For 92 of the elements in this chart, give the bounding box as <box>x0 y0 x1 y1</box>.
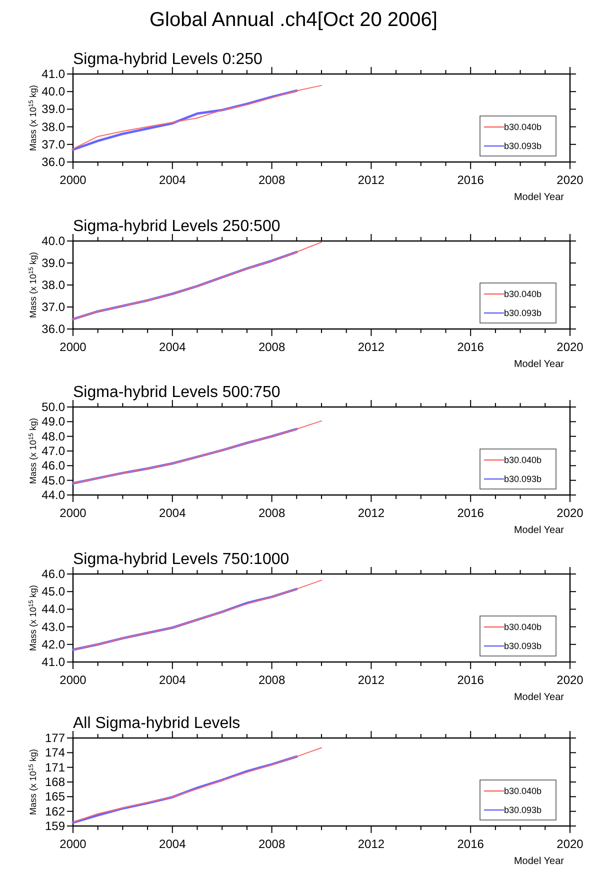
chart-subtitle: Sigma-hybrid Levels 0:250 <box>73 51 263 68</box>
y-tick-label: 45.0 <box>42 473 66 488</box>
legend-label: b30.093b <box>504 805 542 815</box>
x-tick-label: 2016 <box>457 506 484 520</box>
x-tick-label: 2012 <box>358 506 385 520</box>
y-tick-label: 44.0 <box>42 488 66 502</box>
legend-label: b30.040b <box>504 289 542 299</box>
y-tick-label: 168 <box>44 775 66 789</box>
legend-label: b30.040b <box>504 622 542 632</box>
line-series <box>72 580 322 650</box>
x-tick-label: 2004 <box>159 506 186 520</box>
x-tick-label: 2020 <box>556 837 584 851</box>
x-tick-label: 2012 <box>358 340 385 354</box>
x-tick-label: 2000 <box>60 506 87 520</box>
x-tick-label: 2000 <box>60 340 87 354</box>
y-tick-label: 36.0 <box>42 322 66 336</box>
y-tick-label: 40.0 <box>42 84 66 99</box>
legend-label: b30.093b <box>504 474 542 484</box>
x-axis-title: Model Year <box>514 856 565 867</box>
y-tick-label: 39.0 <box>42 256 66 270</box>
x-axis-title: Model Year <box>514 692 565 703</box>
y-tick-label: 45.0 <box>42 584 66 599</box>
line-series <box>72 90 298 151</box>
line-series <box>72 747 322 823</box>
y-tick-label: 47.0 <box>42 444 66 458</box>
y-tick-label: 165 <box>44 790 66 804</box>
y-tick-label: 40.0 <box>42 234 66 248</box>
legend-label: b30.093b <box>504 641 542 651</box>
x-tick-label: 2008 <box>258 837 286 851</box>
y-tick-label: 50.0 <box>42 400 66 414</box>
y-tick-label: 49.0 <box>42 414 66 429</box>
legend-label: b30.093b <box>504 308 542 318</box>
x-axis-title: Model Year <box>514 359 565 370</box>
x-tick-label: 2008 <box>258 173 286 187</box>
line-series <box>72 588 298 651</box>
x-tick-label: 2020 <box>556 340 584 354</box>
y-tick-label: 37.0 <box>42 137 66 152</box>
legend-label: b30.040b <box>504 786 542 796</box>
legend-label: b30.040b <box>504 455 542 465</box>
x-tick-label: 2000 <box>60 173 87 187</box>
line-series <box>72 428 298 484</box>
y-tick-label: 41.0 <box>42 67 66 81</box>
y-tick-label: 171 <box>44 760 66 774</box>
y-tick-label: 38.0 <box>42 120 66 134</box>
x-tick-label: 2000 <box>60 673 87 687</box>
y-tick-label: 38.0 <box>42 278 66 292</box>
line-series <box>72 84 322 150</box>
legend-label: b30.040b <box>504 122 542 132</box>
y-tick-label: 44.0 <box>42 602 66 616</box>
chart-subtitle: Sigma-hybrid Levels 750:1000 <box>73 551 290 568</box>
x-tick-label: 2004 <box>159 673 186 687</box>
x-tick-label: 2016 <box>457 837 484 851</box>
y-tick-label: 46.0 <box>42 458 66 473</box>
y-tick-label: 42.0 <box>42 637 66 652</box>
y-tick-label: 159 <box>44 819 66 833</box>
chart-subtitle: Sigma-hybrid Levels 500:750 <box>73 384 280 401</box>
x-axis-title: Model Year <box>514 192 565 203</box>
chart-title: Global Annual .ch4[Oct 20 2006] <box>150 9 438 31</box>
line-series <box>72 250 298 320</box>
x-tick-label: 2016 <box>457 173 484 187</box>
y-tick-label: 41.0 <box>42 655 66 669</box>
x-tick-label: 2020 <box>556 506 584 520</box>
x-tick-label: 2012 <box>358 673 385 687</box>
x-tick-label: 2008 <box>258 340 286 354</box>
y-tick-label: 43.0 <box>42 620 66 634</box>
y-tick-label: 36.0 <box>42 155 66 169</box>
x-tick-label: 2012 <box>358 837 385 851</box>
y-tick-label: 174 <box>44 746 66 760</box>
x-tick-label: 2016 <box>457 340 484 354</box>
y-tick-label: 39.0 <box>42 102 66 116</box>
y-tick-label: 37.0 <box>42 300 66 314</box>
x-tick-label: 2008 <box>258 506 286 520</box>
y-tick-label: 48.0 <box>42 429 66 444</box>
x-tick-label: 2020 <box>556 673 584 687</box>
x-tick-label: 2004 <box>159 340 186 354</box>
line-series <box>72 755 298 824</box>
legend-label: b30.093b <box>504 141 542 151</box>
chart-subtitle: All Sigma-hybrid Levels <box>73 715 240 732</box>
x-tick-label: 2000 <box>60 837 87 851</box>
x-tick-label: 2016 <box>457 673 484 687</box>
x-tick-label: 2012 <box>358 173 385 187</box>
x-tick-label: 2020 <box>556 173 584 187</box>
y-tick-label: 46.0 <box>42 567 66 581</box>
line-series <box>72 242 322 320</box>
x-axis-title: Model Year <box>514 525 565 536</box>
x-tick-label: 2008 <box>258 673 286 687</box>
line-series <box>72 420 322 484</box>
x-tick-label: 2004 <box>159 837 186 851</box>
chart-subtitle: Sigma-hybrid Levels 250:500 <box>73 218 280 235</box>
y-tick-label: 177 <box>44 731 66 745</box>
y-tick-label: 162 <box>44 804 66 818</box>
x-tick-label: 2004 <box>159 173 186 187</box>
